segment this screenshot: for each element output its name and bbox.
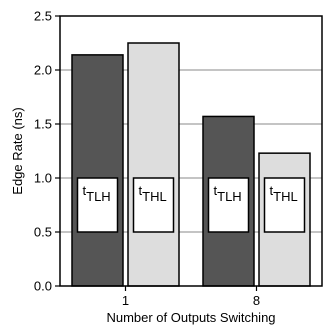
bar-tTHL-1 (127, 42, 180, 287)
plot-frame (59, 15, 323, 287)
bars (71, 42, 311, 287)
x-axis-title: Number of Outputs Switching (106, 310, 275, 325)
y-axis-title: Edge Rate (ns) (10, 107, 25, 194)
bar-label-text: tTLH (214, 183, 242, 204)
bar-label-text: tTHL (139, 183, 167, 204)
bar-label-box (132, 177, 175, 233)
y-tick-label: 1.0 (34, 171, 52, 186)
y-tick-label: 2.0 (34, 63, 52, 78)
y-tick-label: 0.5 (34, 225, 52, 240)
bar-label-text: tTHL (270, 183, 298, 204)
x-tick-label: 1 (122, 293, 129, 308)
bar-label-box (207, 177, 250, 233)
bar-label-boxes: tTLH tTHL tTLH tTHL (76, 177, 306, 233)
bar-label-box (76, 177, 119, 233)
y-tick-label: 0.0 (34, 279, 52, 294)
axis-ticks: 0.0 0.5 1.0 1.5 2.0 2.5 1 8 (34, 9, 260, 309)
bar-label-box (263, 177, 306, 233)
y-tick-label: 1.5 (34, 117, 52, 132)
bar-label-text: tTLH (83, 183, 111, 204)
bar-tTLH-1 (71, 54, 124, 287)
x-tick-label: 8 (253, 293, 260, 308)
y-tick-label: 2.5 (34, 9, 52, 24)
